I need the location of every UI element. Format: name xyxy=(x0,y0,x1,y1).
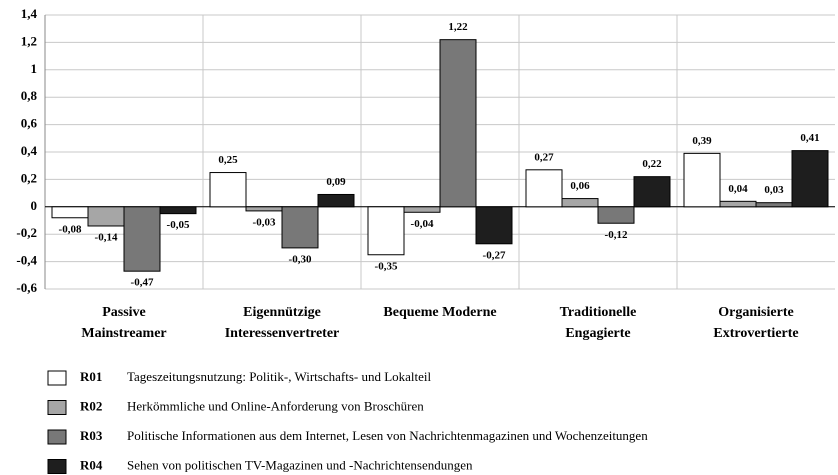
legend-description: Sehen von politischen TV-Magazinen und -… xyxy=(127,457,473,472)
value-label: -0,35 xyxy=(375,260,398,272)
x-tick-label: Mainstreamer xyxy=(81,326,166,341)
x-tick-label: Extrovertierte xyxy=(713,326,798,341)
x-tick-label: Eigennützige xyxy=(243,305,321,320)
y-tick-label: 0,8 xyxy=(21,88,38,103)
bar xyxy=(159,206,197,215)
bar xyxy=(51,206,89,219)
legend-name: R01 xyxy=(80,369,102,384)
y-tick-label: -0,4 xyxy=(16,253,37,268)
bar xyxy=(403,206,441,213)
value-label: 0,39 xyxy=(692,135,712,147)
y-tick-label: -0,2 xyxy=(16,225,37,240)
bar xyxy=(755,202,793,208)
x-tick-label: Interessenvertreter xyxy=(225,326,340,341)
value-label: 0,06 xyxy=(570,180,590,192)
legend-name: R02 xyxy=(80,398,102,413)
x-tick-label: Bequeme Moderne xyxy=(383,305,496,320)
value-label: -0,27 xyxy=(483,249,506,261)
bar xyxy=(475,206,513,245)
value-label: -0,05 xyxy=(167,219,190,231)
value-label: 0,41 xyxy=(800,132,819,144)
value-label: 0,25 xyxy=(218,154,238,166)
legend-description: Herkömmliche und Online-Anforderung von … xyxy=(127,398,424,413)
bar xyxy=(561,198,599,208)
value-label: 0,03 xyxy=(764,184,784,196)
value-label: -0,08 xyxy=(59,223,82,235)
bar xyxy=(597,206,635,224)
legend-description: Tageszeitungsnutzung: Politik-, Wirtscha… xyxy=(127,369,432,384)
value-label: -0,12 xyxy=(605,229,628,241)
legend-name: R04 xyxy=(80,457,103,472)
bar xyxy=(683,152,721,208)
bar xyxy=(525,169,563,208)
bar xyxy=(719,200,757,208)
y-tick-label: 0,2 xyxy=(21,170,37,185)
value-label: -0,03 xyxy=(253,216,276,228)
bar xyxy=(245,206,283,212)
y-tick-label: 0 xyxy=(31,198,38,213)
value-label: -0,47 xyxy=(131,277,154,289)
value-label: -0,14 xyxy=(95,232,118,244)
legend-description: Politische Informationen aus dem Interne… xyxy=(127,428,648,443)
value-label: 1,22 xyxy=(448,21,468,33)
bar xyxy=(439,39,477,208)
x-tick-label: Traditionelle xyxy=(560,305,637,320)
value-label: 0,09 xyxy=(326,176,346,188)
bar xyxy=(317,193,355,208)
value-label: 0,04 xyxy=(728,183,748,195)
y-tick-label: 1 xyxy=(31,61,38,76)
y-tick-label: 0,4 xyxy=(21,143,38,158)
value-label: 0,27 xyxy=(534,151,554,163)
legend-swatch xyxy=(47,400,67,415)
bar xyxy=(791,150,829,208)
x-tick-label: Organisierte xyxy=(718,305,793,320)
y-tick-label: 0,6 xyxy=(21,116,38,131)
value-label: -0,30 xyxy=(289,253,312,265)
legend-name: R03 xyxy=(80,428,103,443)
legend-swatch xyxy=(47,459,67,474)
bar xyxy=(633,176,671,208)
bar xyxy=(281,206,319,249)
value-label: 0,22 xyxy=(642,158,662,170)
x-tick-label: Engagierte xyxy=(565,326,630,341)
x-tick-label: Passive xyxy=(102,305,146,320)
legend-swatch xyxy=(47,429,67,445)
value-label: -0,04 xyxy=(411,218,434,230)
bar xyxy=(209,172,247,208)
y-tick-label: 1,2 xyxy=(21,33,37,48)
bar xyxy=(367,206,405,256)
legend-swatch xyxy=(47,370,67,386)
y-tick-label: 1,4 xyxy=(21,6,38,21)
y-tick-label: -0,6 xyxy=(16,280,37,295)
bar xyxy=(87,206,125,227)
bar xyxy=(123,206,161,272)
